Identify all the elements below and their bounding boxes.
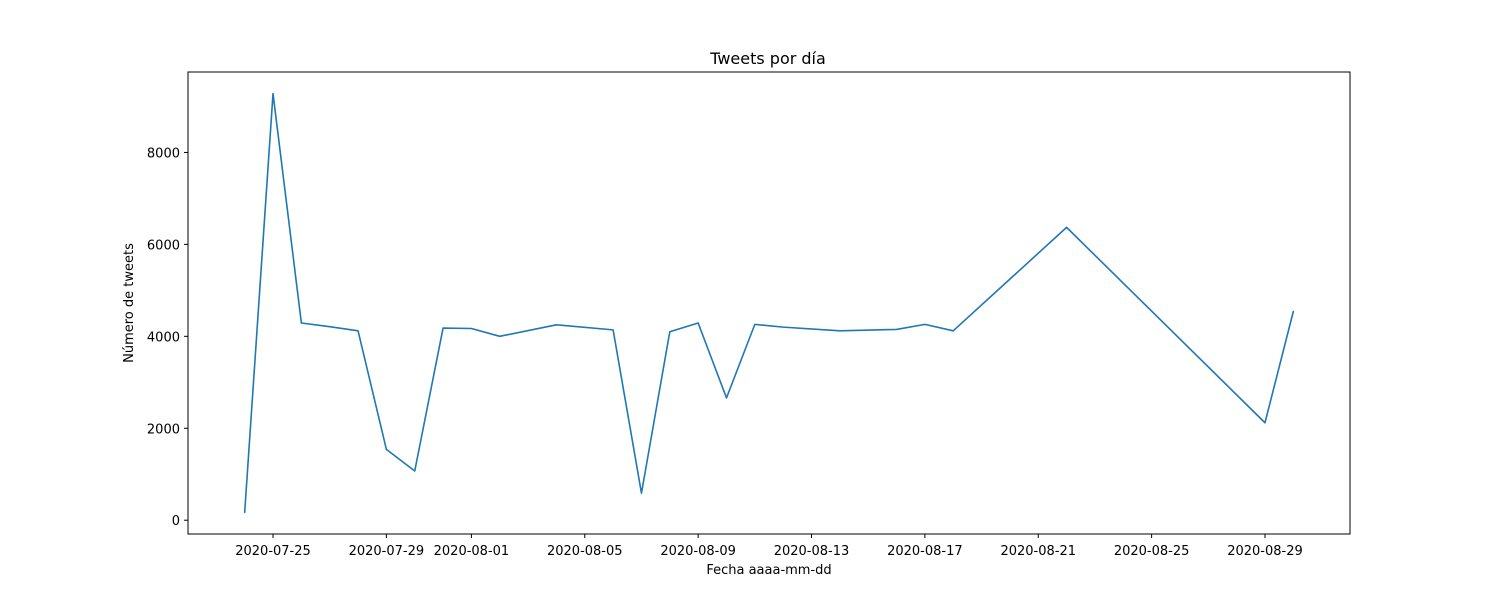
x-tick-label: 2020-08-09 — [660, 544, 736, 559]
x-axis-label: Fecha aaaa-mm-dd — [706, 563, 831, 578]
y-tick-label: 0 — [172, 514, 180, 529]
x-axis: 2020-07-25 2020-07-29 2020-08-01 2020-08-05… — [235, 534, 1303, 559]
y-tick-label: 4000 — [147, 330, 180, 345]
y-tick-label: 2000 — [147, 422, 180, 437]
plot-frame — [187, 71, 1351, 535]
x-tick-label: 2020-08-13 — [774, 544, 850, 559]
y-tick-label: 6000 — [147, 238, 180, 253]
series-line — [243, 92, 1295, 514]
y-axis-label: Número de tweets — [122, 243, 137, 363]
x-tick-label: 2020-07-29 — [349, 544, 425, 559]
x-tick-label: 2020-08-25 — [1114, 544, 1190, 559]
x-tick-label: 2020-07-25 — [235, 544, 311, 559]
chart-title: Tweets por día — [709, 49, 826, 68]
x-tick-label: 2020-08-01 — [434, 544, 510, 559]
x-tick-label: 2020-08-05 — [547, 544, 623, 559]
y-axis: 0 2000 4000 6000 8000 — [147, 146, 188, 529]
x-tick-label: 2020-08-17 — [887, 544, 963, 559]
plot-area — [243, 92, 1295, 514]
x-tick-label: 2020-08-29 — [1227, 544, 1303, 559]
y-tick-label: 8000 — [147, 146, 180, 161]
x-tick-label: 2020-08-21 — [1000, 544, 1076, 559]
